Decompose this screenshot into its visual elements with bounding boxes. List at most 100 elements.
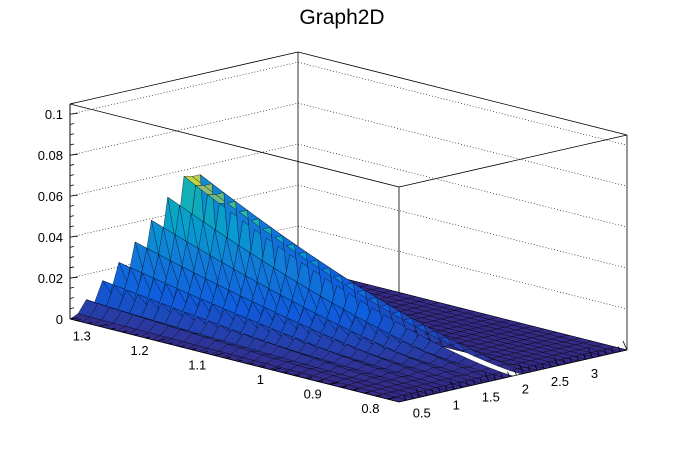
x-tick (415, 388, 421, 398)
x-tick (410, 393, 414, 399)
z-tick (69, 297, 75, 299)
x-tick-label: 3 (591, 366, 598, 381)
x-tick (553, 356, 559, 366)
y-tick (191, 348, 197, 350)
frame-edge (69, 51, 299, 105)
z-axis: 0 0.02 0.04 0.06 0.08 0.1 (38, 102, 79, 327)
y-tick (364, 391, 370, 394)
x-tick (541, 363, 545, 370)
z-tick (69, 276, 79, 279)
y-tick (225, 356, 231, 359)
z-tick (69, 266, 75, 269)
z-tick (69, 184, 75, 187)
x-tick (403, 395, 407, 401)
x-tick (424, 390, 428, 396)
surface-plot (69, 174, 628, 403)
x-tick-label: 1 (453, 397, 460, 412)
y-axis-line (69, 318, 400, 403)
z-tick-label: 0 (56, 312, 63, 327)
y-tick (110, 327, 116, 330)
x-tick (458, 382, 462, 388)
z-tick-label: 0.06 (38, 189, 63, 204)
z-tick (69, 174, 75, 177)
y-tick (271, 367, 282, 371)
y-tick-label: 0.8 (361, 401, 379, 416)
x-tick (603, 349, 607, 355)
y-tick (75, 319, 81, 321)
frame-edge (69, 103, 400, 188)
x-tick (622, 340, 628, 351)
x-tick (431, 388, 434, 395)
z-tick (69, 102, 75, 105)
z-tick (69, 153, 79, 156)
x-tick (534, 365, 538, 371)
grid-line (69, 102, 628, 187)
grid-line (69, 143, 628, 228)
x-tick-label: 1.5 (482, 390, 500, 405)
x-tick (514, 370, 517, 376)
y-tick (341, 386, 347, 388)
x-tick (465, 381, 469, 387)
z-tick (69, 143, 75, 146)
y-tick-label: 1.1 (188, 357, 206, 372)
y-tick (387, 396, 397, 400)
frame-edge (297, 51, 628, 136)
x-axis-line (398, 349, 628, 403)
y-tick (98, 323, 108, 327)
y-tick (260, 365, 266, 368)
y-tick-label: 1.2 (131, 343, 149, 358)
x-tick (583, 354, 586, 360)
y-tick (121, 330, 128, 333)
z-tick (69, 164, 75, 166)
x-tick-label: 2.5 (551, 374, 569, 389)
x-tick (569, 357, 573, 363)
x-tick (588, 348, 593, 359)
x-tick (617, 346, 621, 352)
x-tick (472, 379, 476, 385)
x-tick (484, 372, 490, 382)
x-tick (610, 348, 614, 354)
y-tick (144, 336, 151, 339)
x-tick (479, 377, 483, 384)
x-tick (562, 359, 566, 365)
y-tick (295, 374, 301, 377)
z-tick-label: 0.08 (38, 148, 63, 163)
y-tick (329, 382, 339, 385)
z-tick (69, 215, 75, 218)
x-tick (500, 373, 504, 379)
x-tick (548, 362, 552, 368)
z-tick (69, 245, 75, 248)
y-tick (352, 388, 358, 391)
x-tick (518, 364, 524, 374)
y-tick (179, 345, 185, 348)
x-tick (493, 374, 497, 381)
y-tick (318, 380, 324, 383)
y-tick (375, 394, 381, 397)
x-tick (596, 351, 600, 357)
x-tick (449, 380, 455, 390)
y-tick (306, 377, 312, 380)
x-axis: 0.5 1 1.5 2 2.5 3 (398, 340, 628, 420)
y-tick (156, 338, 166, 342)
z-tick (69, 225, 75, 228)
y-tick (248, 362, 255, 365)
frame-edge (398, 134, 628, 188)
z-tick (69, 286, 75, 289)
x-tick-label: 0.5 (413, 405, 431, 420)
z-tick (69, 235, 79, 238)
grid-line (69, 61, 628, 146)
z-tick (69, 317, 79, 320)
z-tick-label: 0.02 (38, 271, 63, 286)
z-tick (69, 256, 75, 258)
y-tick-label: 0.9 (304, 387, 322, 402)
y-tick (133, 333, 139, 336)
x-tick (576, 355, 580, 362)
z-tick (69, 307, 75, 310)
x-tick (527, 366, 531, 373)
x-tick-label: 2 (522, 382, 529, 397)
z-tick (69, 204, 75, 207)
y-tick (214, 353, 224, 356)
z-tick-label: 0.04 (38, 230, 63, 245)
y-tick (202, 351, 208, 353)
